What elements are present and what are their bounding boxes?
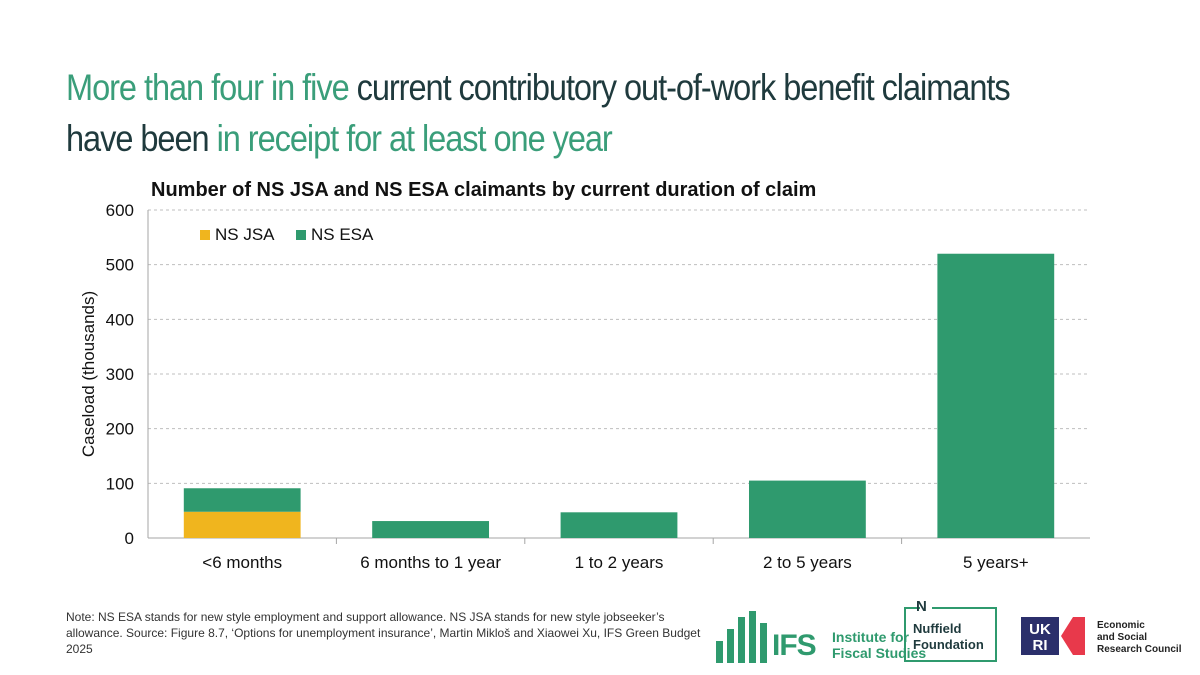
x-tick-label-4: 5 years+	[963, 553, 1029, 572]
headline-highlight-1: More than four in five	[66, 67, 350, 108]
x-tick-label-0: <6 months	[202, 553, 282, 572]
y-tick-label-100: 100	[106, 474, 134, 493]
bar-chart: Number of NS JSA and NS ESA claimants by…	[79, 179, 1090, 572]
bar-ns-jsa-0	[183, 511, 301, 538]
svg-text:RI: RI	[1033, 637, 1048, 654]
bar-ns-esa-2	[560, 512, 678, 538]
legend-label-ns-esa: NS ESA	[311, 225, 374, 244]
x-tick-label-3: 2 to 5 years	[763, 553, 852, 572]
headline: More than four in five current contribut…	[66, 62, 1034, 164]
ukri-logo-icon: UK RI	[1021, 617, 1085, 655]
y-tick-label-200: 200	[106, 420, 134, 439]
y-tick-label-400: 400	[106, 310, 134, 329]
legend-label-ns-jsa: NS JSA	[215, 225, 275, 244]
bar-ns-esa-3	[748, 480, 866, 538]
y-axis-label: Caseload (thousands)	[79, 291, 98, 457]
headline-highlight-2: in receipt for at least one year	[216, 118, 613, 159]
legend-swatch-ns-esa	[296, 230, 306, 240]
x-tick-label-1: 6 months to 1 year	[360, 553, 501, 572]
ifs-logo-line-1: Institute for	[832, 629, 909, 645]
headline-middle: current contributory out-of-work benefit…	[66, 67, 1011, 159]
nuffield-n-icon: N	[916, 598, 927, 615]
esrc-line-3: Research Council	[1097, 644, 1182, 655]
y-tick-label-300: 300	[106, 365, 134, 384]
svg-text:UK: UK	[1029, 621, 1051, 638]
y-tick-label-500: 500	[106, 256, 134, 275]
nuffield-logo-line-2: Foundation	[913, 637, 984, 652]
legend-swatch-ns-jsa	[200, 230, 210, 240]
esrc-logo-text: Economic and Social Research Council	[1097, 620, 1181, 656]
bar-ns-esa-4	[937, 253, 1055, 538]
esrc-line-2: and Social	[1097, 632, 1148, 643]
bar-ns-esa-0	[183, 488, 301, 512]
ifs-logo-mark: IFS	[772, 629, 817, 662]
ifs-logo: IFS Institute for Fiscal Studies	[716, 611, 926, 663]
chart-title: Number of NS JSA and NS ESA claimants by…	[151, 179, 816, 201]
source-note: Note: NS ESA stands for new style employ…	[66, 610, 701, 656]
nuffield-logo-line-1: Nuffield	[913, 621, 962, 636]
bar-ns-esa-1	[372, 521, 490, 538]
y-tick-label-0: 0	[125, 529, 134, 548]
x-tick-label-2: 1 to 2 years	[575, 553, 664, 572]
nuffield-logo: N Nuffield Foundation	[904, 598, 997, 662]
y-tick-label-600: 600	[106, 201, 134, 220]
ifs-logo-line-2: Fiscal Studies	[832, 645, 927, 661]
esrc-line-1: Economic	[1097, 620, 1145, 631]
